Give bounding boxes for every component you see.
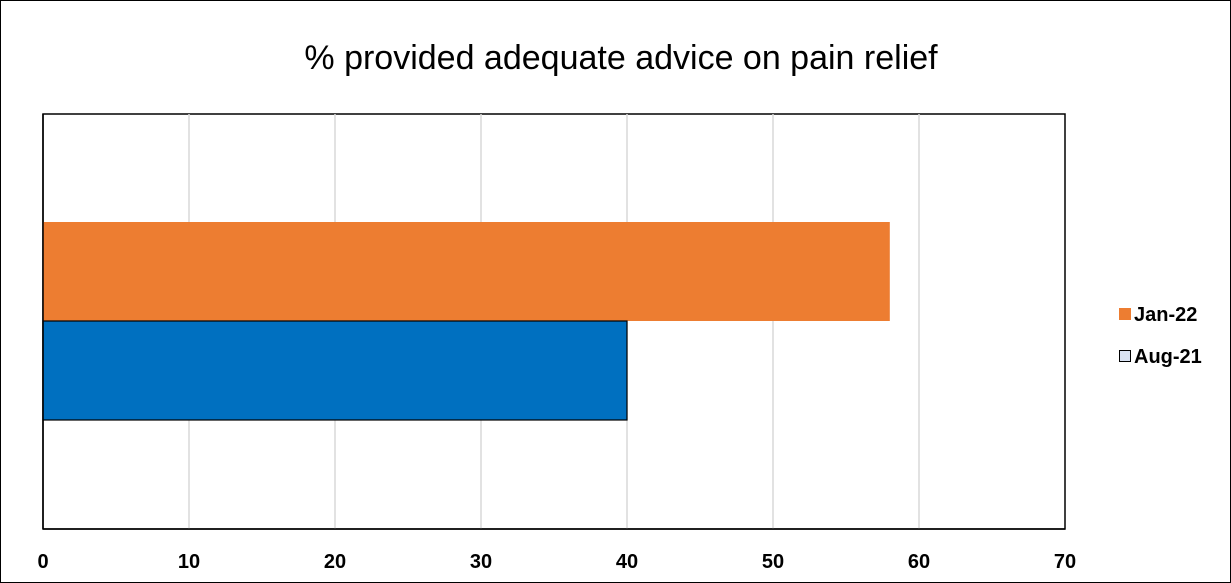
x-tick-label-60: 60 bbox=[908, 551, 930, 573]
chart-title: % provided adequate advice on pain relie… bbox=[304, 39, 938, 77]
legend-swatch-aug-21 bbox=[1119, 350, 1131, 362]
bar-jan-22 bbox=[43, 222, 890, 321]
x-tick-label-50: 50 bbox=[762, 551, 784, 573]
x-tick-label-70: 70 bbox=[1054, 551, 1076, 573]
legend-label-aug-21: Aug-21 bbox=[1134, 346, 1202, 368]
x-tick-label-0: 0 bbox=[37, 551, 48, 573]
legend-label-jan-22: Jan-22 bbox=[1134, 304, 1197, 326]
x-tick-label-20: 20 bbox=[324, 551, 346, 573]
bar-aug-21 bbox=[42, 320, 628, 421]
x-tick-label-10: 10 bbox=[178, 551, 200, 573]
legend-swatch-jan-22 bbox=[1119, 308, 1131, 320]
x-tick-label-30: 30 bbox=[470, 551, 492, 573]
x-tick-label-40: 40 bbox=[616, 551, 638, 573]
